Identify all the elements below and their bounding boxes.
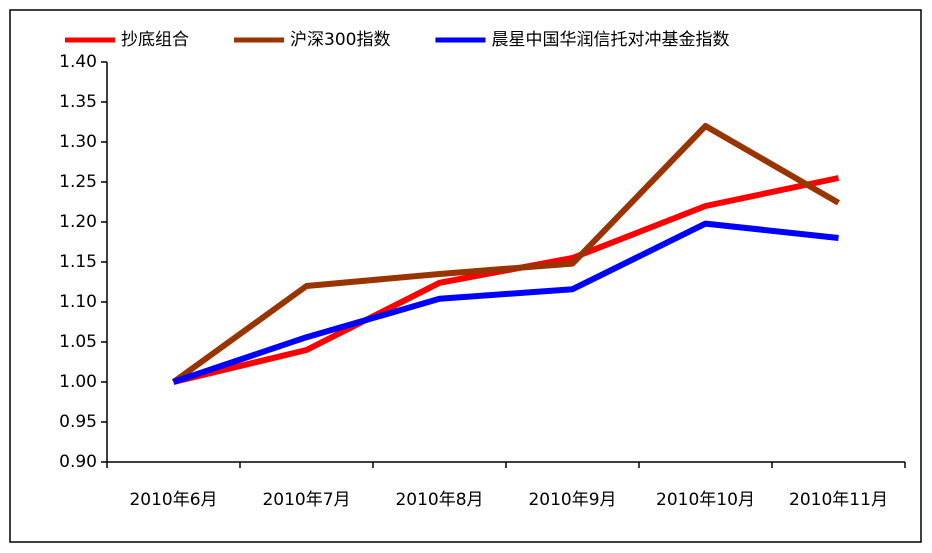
legend-label: 沪深300指数 [290,30,390,50]
legend-label: 晨星中国华润信托对冲基金指数 [491,30,729,50]
y-tick-label: 1.00 [59,372,97,392]
y-tick-label: 1.25 [59,172,97,192]
x-tick-label: 2010年10月 [656,490,755,510]
y-tick-label: 1.30 [59,132,97,152]
y-tick-label: 0.90 [59,452,97,472]
y-tick-label: 1.10 [59,292,97,312]
x-tick-label: 2010年8月 [395,490,483,510]
x-tick-label: 2010年9月 [528,490,616,510]
y-tick-label: 1.35 [59,92,97,112]
series-line [171,123,841,385]
y-tick-label: 1.20 [59,212,97,232]
x-tick-label: 2010年7月 [262,490,350,510]
y-tick-label: 1.40 [59,52,97,72]
series-line [172,220,839,385]
legend-label: 抄底组合 [121,30,189,50]
x-tick-label: 2010年11月 [789,490,888,510]
y-tick-label: 1.05 [59,332,97,352]
y-tick-label: 1.15 [59,252,97,272]
x-tick-label: 2010年6月 [129,490,217,510]
y-tick-label: 0.95 [59,412,97,432]
